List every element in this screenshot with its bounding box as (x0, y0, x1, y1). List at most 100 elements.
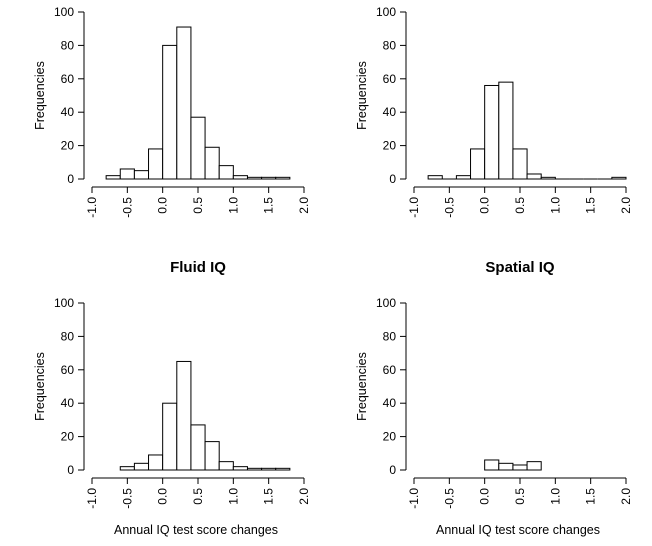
histogram-bar (484, 84, 500, 180)
x-tick-label: 1.5 (262, 197, 276, 214)
histogram-bar (261, 467, 277, 471)
histogram-bar (190, 424, 206, 471)
histogram-bar (218, 461, 234, 471)
histogram-bar (526, 461, 542, 471)
x-tick-label: 1.5 (262, 488, 276, 505)
x-tick-label: 0.0 (156, 488, 170, 505)
histogram-bar (133, 462, 150, 471)
histogram-bar (526, 173, 542, 180)
x-tick-label: -1.0 (407, 197, 421, 218)
histogram-bar (611, 176, 627, 180)
histogram-bar (470, 148, 486, 180)
histogram-bar (119, 466, 135, 471)
y-tick-label: 100 (54, 296, 74, 310)
x-tick-label: 2.0 (297, 488, 311, 505)
histogram-bar (275, 467, 291, 471)
x-tick-label: 2.0 (619, 197, 633, 214)
histogram-bar (455, 175, 472, 180)
y-tick-label: 100 (54, 5, 74, 19)
x-tick-label: 1.5 (584, 197, 598, 214)
y-tick-label: 60 (383, 72, 397, 86)
x-tick-label: 0.0 (478, 197, 492, 214)
y-tick-label: 0 (389, 463, 396, 477)
y-tick-label: 100 (376, 5, 396, 19)
histogram-bar (204, 441, 220, 471)
x-tick-label: 0.5 (513, 197, 527, 214)
histogram-bar (148, 148, 164, 180)
x-tick-label: 0.5 (191, 488, 205, 505)
y-tick-label: 80 (383, 38, 397, 52)
histogram-bar (119, 168, 135, 180)
y-tick-label: 60 (61, 72, 75, 86)
x-tick-label: 1.0 (548, 488, 562, 505)
x-tick-label: 0.5 (513, 488, 527, 505)
y-tick-label: 60 (61, 363, 75, 377)
x-tick-label: 1.5 (584, 488, 598, 505)
histogram-bar (484, 459, 500, 471)
panel-title: Fluid IQ (170, 259, 226, 276)
histogram-bar (162, 44, 178, 180)
histogram-bar (275, 176, 291, 180)
y-tick-label: 0 (389, 172, 396, 186)
histogram-bar (512, 148, 528, 180)
x-tick-label: 2.0 (297, 197, 311, 214)
x-tick-label: 1.0 (548, 197, 562, 214)
y-axis-label: Frequencies (33, 61, 47, 130)
x-tick-label: 1.0 (226, 197, 240, 214)
histogram-panel-1: 0 20 40 60 80 100 -1.0 -0.5 0.0 0.5 1.0 1.5 2.0 Frequ… (33, 5, 311, 218)
histogram-bar (162, 402, 178, 471)
histogram-bar (176, 26, 192, 180)
histogram-bar (246, 467, 263, 471)
x-tick-label: -1.0 (85, 197, 99, 218)
histogram-bar (261, 176, 277, 180)
histogram-bar (498, 81, 514, 180)
histogram-bar (133, 170, 150, 180)
x-tick-label: 0.0 (156, 197, 170, 214)
histogram-panel-3: 0 20 40 60 80 100 -1.0 -0.5 0.0 0.5 1.0 1.5 2.0 Frequ… (33, 259, 311, 537)
y-tick-label: 20 (383, 139, 397, 153)
y-tick-label: 100 (376, 296, 396, 310)
y-tick-label: 40 (61, 396, 75, 410)
histogram-bar (204, 146, 220, 180)
x-tick-label: -0.5 (120, 197, 134, 218)
histogram-bar (498, 462, 514, 471)
histogram-bar (232, 466, 248, 471)
x-tick-label: 0.0 (478, 488, 492, 505)
y-tick-label: 80 (61, 329, 75, 343)
y-axis-label: Frequencies (33, 352, 47, 421)
histogram-bar (190, 116, 206, 180)
x-tick-label: -1.0 (85, 488, 99, 509)
panel-title: Spatial IQ (485, 259, 555, 276)
histogram-bar (105, 175, 121, 180)
x-tick-label: 1.0 (226, 488, 240, 505)
histogram-bar (246, 176, 263, 180)
y-tick-label: 40 (383, 396, 397, 410)
x-tick-label: 0.5 (191, 197, 205, 214)
y-tick-label: 80 (383, 329, 397, 343)
y-tick-label: 40 (383, 105, 397, 119)
histogram-panel-4: 0 20 40 60 80 100 -1.0 -0.5 0.0 0.5 1.0 1.5 2.0 Frequ… (355, 259, 633, 537)
y-tick-label: 0 (67, 172, 74, 186)
y-tick-label: 0 (67, 463, 74, 477)
y-tick-label: 20 (61, 430, 75, 444)
x-tick-label: -0.5 (120, 488, 134, 509)
x-tick-label: -0.5 (442, 488, 456, 509)
histogram-bar (427, 175, 443, 180)
x-axis-label: Annual IQ test score changes (436, 523, 600, 537)
y-tick-label: 20 (383, 430, 397, 444)
y-tick-label: 80 (61, 38, 75, 52)
x-axis-label: Annual IQ test score changes (114, 523, 278, 537)
histogram-bar (218, 165, 234, 180)
x-tick-label: -1.0 (407, 488, 421, 509)
histogram-panel-2: 0 20 40 60 80 100 -1.0 -0.5 0.0 0.5 1.0 1.5 2.0 Frequ… (355, 5, 633, 218)
x-tick-label: -0.5 (442, 197, 456, 218)
histogram-bar (512, 464, 528, 471)
y-tick-label: 40 (61, 105, 75, 119)
histogram-bar (540, 176, 556, 180)
x-tick-label: 2.0 (619, 488, 633, 505)
y-axis-label: Frequencies (355, 61, 369, 130)
histogram-bar (176, 360, 192, 471)
histogram-bar (232, 175, 248, 180)
